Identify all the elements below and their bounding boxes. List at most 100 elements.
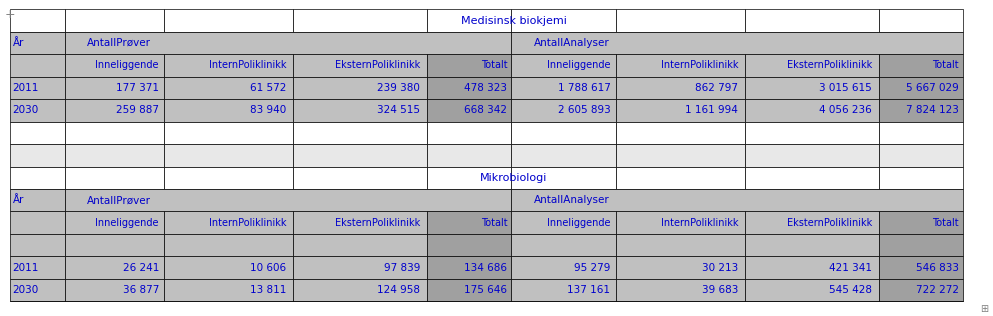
Bar [745,54,879,77]
Bar [745,77,879,99]
Bar [10,54,65,77]
Bar [65,279,164,301]
Text: AntallPrøver: AntallPrøver [87,38,151,48]
Text: ⊞: ⊞ [980,304,988,314]
Text: Totalt: Totalt [932,218,959,228]
Text: 134 686: 134 686 [464,263,507,273]
Bar [65,99,164,122]
Bar [511,122,616,144]
Text: Inneliggende: Inneliggende [547,60,611,70]
Bar [164,99,293,122]
Bar [879,54,963,77]
Text: 175 646: 175 646 [464,285,507,295]
Text: Medisinsk biokjemi: Medisinsk biokjemi [461,15,567,26]
Text: 1 788 617: 1 788 617 [558,83,611,93]
Bar [879,9,963,32]
Bar [616,144,745,167]
Bar [427,9,511,32]
Bar [745,234,879,256]
Bar [65,167,164,189]
Bar [616,122,745,144]
Bar [65,189,511,211]
Text: InternPoliklinikk: InternPoliklinikk [660,218,739,228]
Bar [10,211,65,234]
Text: InternPoliklinikk: InternPoliklinikk [209,218,286,228]
Bar [616,9,745,32]
Bar [10,279,65,301]
Bar [616,167,745,189]
Bar [10,256,65,279]
Text: 421 341: 421 341 [829,263,872,273]
Bar [616,54,745,77]
Bar [427,122,511,144]
Text: 546 833: 546 833 [916,263,959,273]
Bar [164,279,293,301]
Bar [879,234,963,256]
Bar [879,144,963,167]
Bar [879,256,963,279]
Bar [427,99,511,122]
Text: InternPoliklinikk: InternPoliklinikk [660,60,739,70]
Text: 61 572: 61 572 [250,83,286,93]
Text: Mikrobiologi: Mikrobiologi [481,173,547,183]
Bar [427,167,511,189]
Bar [293,144,427,167]
Bar [745,211,879,234]
Bar [511,189,963,211]
Text: Inneliggende: Inneliggende [95,60,159,70]
Bar [427,144,511,167]
Bar [65,9,164,32]
Bar [65,77,164,99]
Bar [10,77,65,99]
Bar [65,234,164,256]
Bar [164,122,293,144]
Bar [745,279,879,301]
Bar [745,144,879,167]
Bar [10,189,65,211]
Text: 545 428: 545 428 [829,285,872,295]
Text: AntallPrøver: AntallPrøver [87,195,151,205]
Bar [511,32,963,54]
Text: 7 824 123: 7 824 123 [907,106,959,115]
Bar [511,234,616,256]
Text: 39 683: 39 683 [702,285,739,295]
Bar [10,144,65,167]
Text: 26 241: 26 241 [122,263,159,273]
Text: 4 056 236: 4 056 236 [819,106,872,115]
Text: Totalt: Totalt [932,60,959,70]
Bar [745,167,879,189]
Bar [10,234,65,256]
Bar [616,211,745,234]
Text: 5 667 029: 5 667 029 [907,83,959,93]
Bar [164,211,293,234]
Bar [616,279,745,301]
Text: AntallAnalyser: AntallAnalyser [534,195,610,205]
Bar [293,54,427,77]
Bar [511,54,616,77]
Text: 259 887: 259 887 [116,106,159,115]
Text: 2011: 2011 [13,83,39,93]
Bar [745,122,879,144]
Text: 124 958: 124 958 [377,285,420,295]
Bar [511,256,616,279]
Bar [10,9,65,32]
Text: 862 797: 862 797 [695,83,739,93]
Text: Totalt: Totalt [481,60,507,70]
Bar [879,167,963,189]
Text: EksternPoliklinikk: EksternPoliklinikk [786,218,872,228]
Bar [10,122,65,144]
Bar [65,256,164,279]
Text: EksternPoliklinikk: EksternPoliklinikk [335,218,420,228]
Bar [65,122,164,144]
Text: 97 839: 97 839 [384,263,420,273]
Bar [879,99,963,122]
Bar [616,77,745,99]
Bar [293,256,427,279]
Text: AntallAnalyser: AntallAnalyser [534,38,610,48]
Text: InternPoliklinikk: InternPoliklinikk [209,60,286,70]
Bar [10,167,65,189]
Bar [511,279,616,301]
Bar [293,122,427,144]
Text: 10 606: 10 606 [250,263,286,273]
Bar [293,9,427,32]
